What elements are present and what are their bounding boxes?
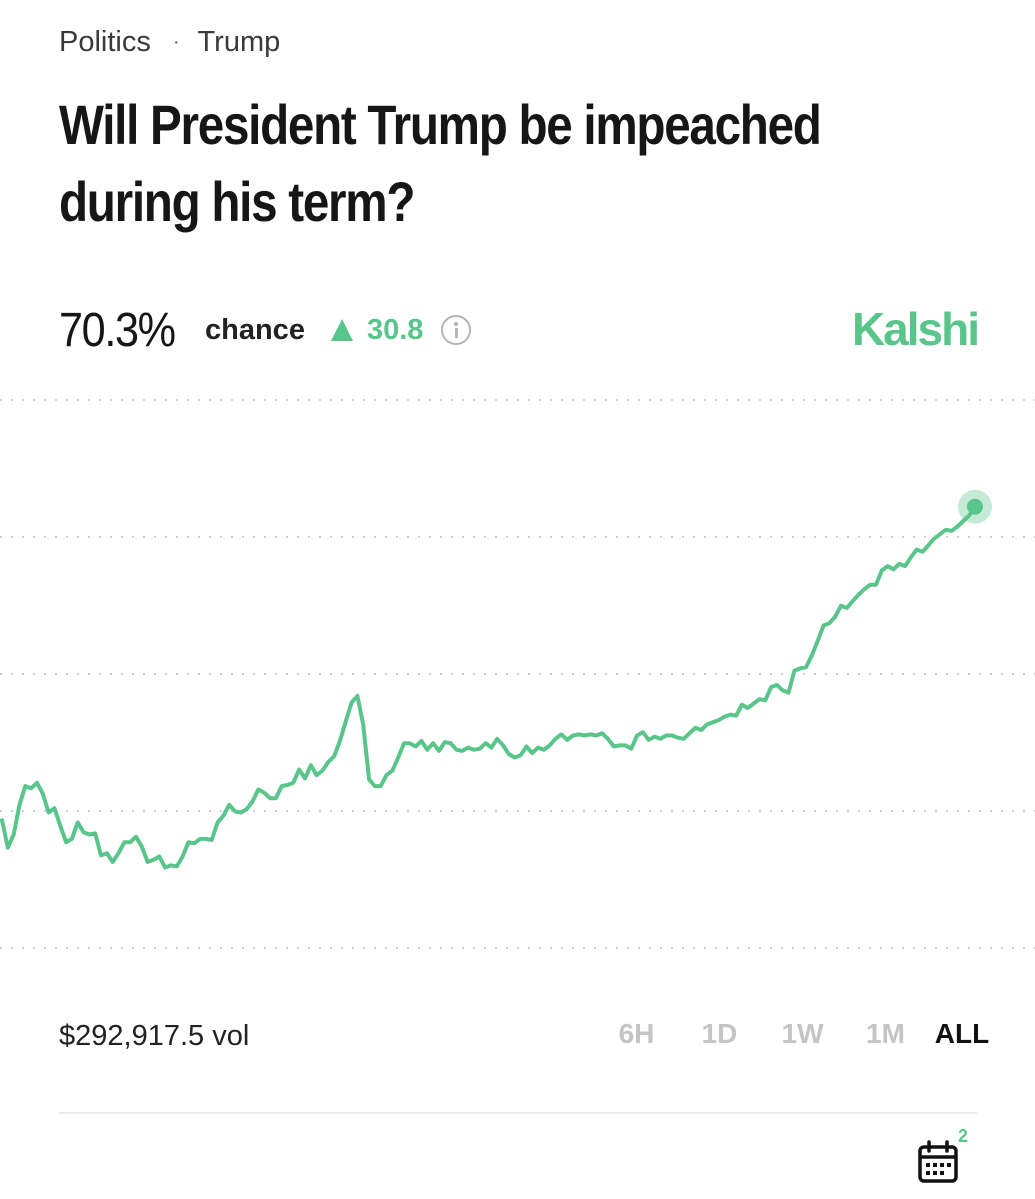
breadcrumb: Politics · Trump <box>59 26 280 59</box>
end-point-marker <box>967 498 983 515</box>
info-icon[interactable] <box>441 315 472 345</box>
range-1d[interactable]: 1D <box>701 1018 738 1049</box>
breadcrumb-subcategory[interactable]: Trump <box>197 26 281 58</box>
range-1w[interactable]: 1W <box>781 1018 824 1049</box>
market-stats: 70.3% chance 30.8 <box>59 300 472 360</box>
volume-label: $292,917.5 vol <box>59 1020 250 1052</box>
price-chart[interactable] <box>0 380 1035 980</box>
range-6h[interactable]: 6H <box>618 1018 655 1049</box>
change-indicator: 30.8 <box>330 313 424 347</box>
range-all[interactable]: ALL <box>934 1018 990 1049</box>
chance-label: chance <box>205 313 305 346</box>
range-1m[interactable]: 1M <box>866 1018 905 1049</box>
time-range-selector: 6H 1D 1W 1M ALL <box>595 1018 997 1050</box>
chart-grid <box>0 399 1035 949</box>
probability-value: 70.3% <box>59 303 176 357</box>
change-value: 30.8 <box>366 313 424 346</box>
up-arrow-icon <box>330 319 353 341</box>
breadcrumb-category[interactable]: Politics <box>59 26 151 58</box>
brand-logo: Kalshi <box>851 303 980 355</box>
series-line <box>0 504 977 870</box>
calendar-icon[interactable] <box>918 1140 958 1184</box>
divider <box>59 1112 977 1114</box>
market-title: Will President Trump be impeached during… <box>59 93 822 233</box>
calendar-badge: 2 <box>958 1126 969 1146</box>
breadcrumb-separator: · <box>172 31 180 53</box>
